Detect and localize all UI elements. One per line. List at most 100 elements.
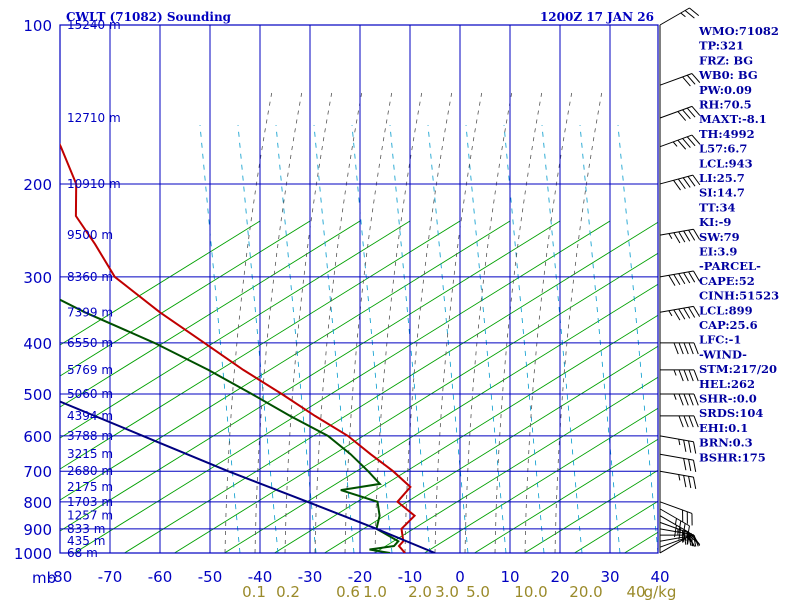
mixing-ratio-label: 0.2: [276, 583, 300, 600]
wind-barb-flag: [687, 176, 696, 187]
wind-barb-flag: [688, 306, 696, 318]
moist-adiabat-line: [344, 92, 393, 553]
index-line: SI:14.7: [699, 186, 745, 200]
index-line: CAP:25.6: [699, 318, 758, 332]
wind-barb-half: [672, 141, 678, 147]
moist-adiabat-line: [494, 92, 543, 553]
wind-barb-flag: [678, 342, 684, 355]
mixing-ratio-label: 10.0: [514, 583, 547, 600]
pressure-tick-label: 500: [23, 386, 52, 404]
wind-barb-half: [668, 310, 673, 317]
index-line: LFC:-1: [699, 333, 741, 347]
wind-barb-flag: [691, 106, 701, 116]
temperature-tick-label: 30: [600, 568, 619, 586]
index-line: -WIND-: [699, 347, 747, 361]
wind-barb-staff: [659, 73, 693, 86]
wind-barb: [659, 501, 693, 526]
pressure-tick-label: 200: [23, 176, 52, 194]
index-line: L57:6.7: [699, 142, 747, 156]
wind-barb-staff: [659, 453, 694, 461]
wind-barb: [659, 305, 701, 321]
height-label: 10910 m: [67, 177, 121, 191]
wind-barb-flag: [687, 532, 690, 545]
wind-barb: [659, 73, 701, 87]
wind-barb-staff: [659, 228, 694, 236]
index-line: BRN:0.3: [699, 436, 753, 450]
height-label: 2175 m: [67, 480, 113, 494]
index-line: CINH:51523: [699, 289, 779, 303]
height-label: 1703 m: [67, 495, 113, 509]
wind-barb: [659, 508, 690, 538]
mixing-ratio-label: 5.0: [466, 583, 490, 600]
mixing-ratio-line: [351, 124, 393, 553]
wind-barb: [659, 134, 701, 150]
index-line: LI:25.7: [699, 171, 745, 185]
wind-barb-flag: [678, 415, 684, 428]
wind-barb: [659, 228, 701, 244]
wind-barb: [659, 470, 697, 489]
wind-barb-flag: [683, 307, 691, 319]
index-line: CAPE:52: [699, 274, 755, 288]
wind-barb-flag: [688, 459, 692, 472]
temperature-tick-label: 20: [550, 568, 569, 586]
moist-adiabat-line: [464, 92, 513, 553]
mixing-ratio-axis: 0.1 0.2 0.6 1.0 2.0 3.0 5.0 10.0 20.0 40g/kg: [242, 583, 676, 600]
index-line: EI:3.9: [699, 245, 737, 259]
pressure-tick-label: 1000: [14, 545, 52, 563]
wind-barb-flag: [678, 231, 686, 243]
index-line: MAXT:-8.1: [699, 112, 767, 126]
wind-barb-staff: [659, 105, 693, 119]
mixing-ratio-line: [465, 124, 507, 553]
wind-barb-flag: [693, 393, 699, 406]
height-label: 15240 m: [67, 18, 121, 32]
pressure-tick-label: 800: [23, 494, 52, 512]
wind-barb-half: [668, 233, 673, 239]
wind-barb-flag: [692, 534, 697, 547]
temperature-axis: -80 -70 -60 -50 -40 -30 -20 -10 0 10 20 30 40: [48, 568, 670, 586]
wind-barb-staff: [659, 305, 694, 313]
moist-adiabat-line: [224, 92, 273, 553]
height-label: 4394 m: [67, 409, 113, 423]
wind-barb-staff: [659, 7, 690, 26]
moist-adiabat-line: [374, 92, 423, 553]
wind-barb-flag: [693, 306, 701, 317]
wind-barb: [659, 270, 701, 286]
mixing-ratio-line: [579, 124, 621, 553]
wind-barb-flag: [683, 369, 689, 382]
dry-adiabat-line: [760, 221, 800, 593]
wind-barb-flag: [678, 369, 684, 382]
pressure-tick-label: 300: [23, 269, 52, 287]
wind-barb-flag: [677, 178, 686, 190]
moist-adiabat-line: [524, 92, 573, 553]
temperature-tick-label: 0: [455, 568, 465, 586]
pressure-tick-label: 900: [23, 521, 52, 539]
height-labels: 15240 m 12710 m 10910 m 9500 m 8360 m 7399 m 6…: [67, 18, 121, 560]
wind-barb-flag: [673, 342, 679, 355]
wind-barb-staff: [659, 270, 694, 278]
mixing-ratio-line: [427, 124, 469, 553]
pressure-tick-label: 100: [23, 17, 52, 35]
wind-barb-flag: [673, 232, 681, 244]
wind-barb-flag: [687, 525, 690, 538]
height-label: 2680 m: [67, 464, 113, 478]
parcel-trace: [60, 400, 436, 553]
wind-barb-half: [673, 393, 677, 400]
mixing-ratio-label: 20.0: [569, 583, 602, 600]
height-label: 5060 m: [67, 387, 113, 401]
wind-barb-flag: [683, 439, 687, 452]
wind-barb-flag: [677, 139, 687, 150]
index-line: SW:79: [699, 230, 740, 244]
wind-barb-flag: [677, 111, 687, 121]
moist-adiabat-line: [284, 92, 333, 553]
wind-barb: [659, 435, 697, 454]
index-line: RH:70.5: [699, 98, 752, 112]
wind-barb-flag: [688, 393, 694, 406]
mixing-ratio-line: [541, 124, 583, 553]
wind-barb-flag: [689, 7, 700, 16]
wind-barb-flag: [692, 460, 697, 472]
mixing-ratio-label: 40: [626, 583, 645, 600]
wind-barb-flag: [678, 527, 682, 540]
wind-barb-flag: [688, 369, 694, 382]
wind-barb-half: [674, 518, 677, 525]
